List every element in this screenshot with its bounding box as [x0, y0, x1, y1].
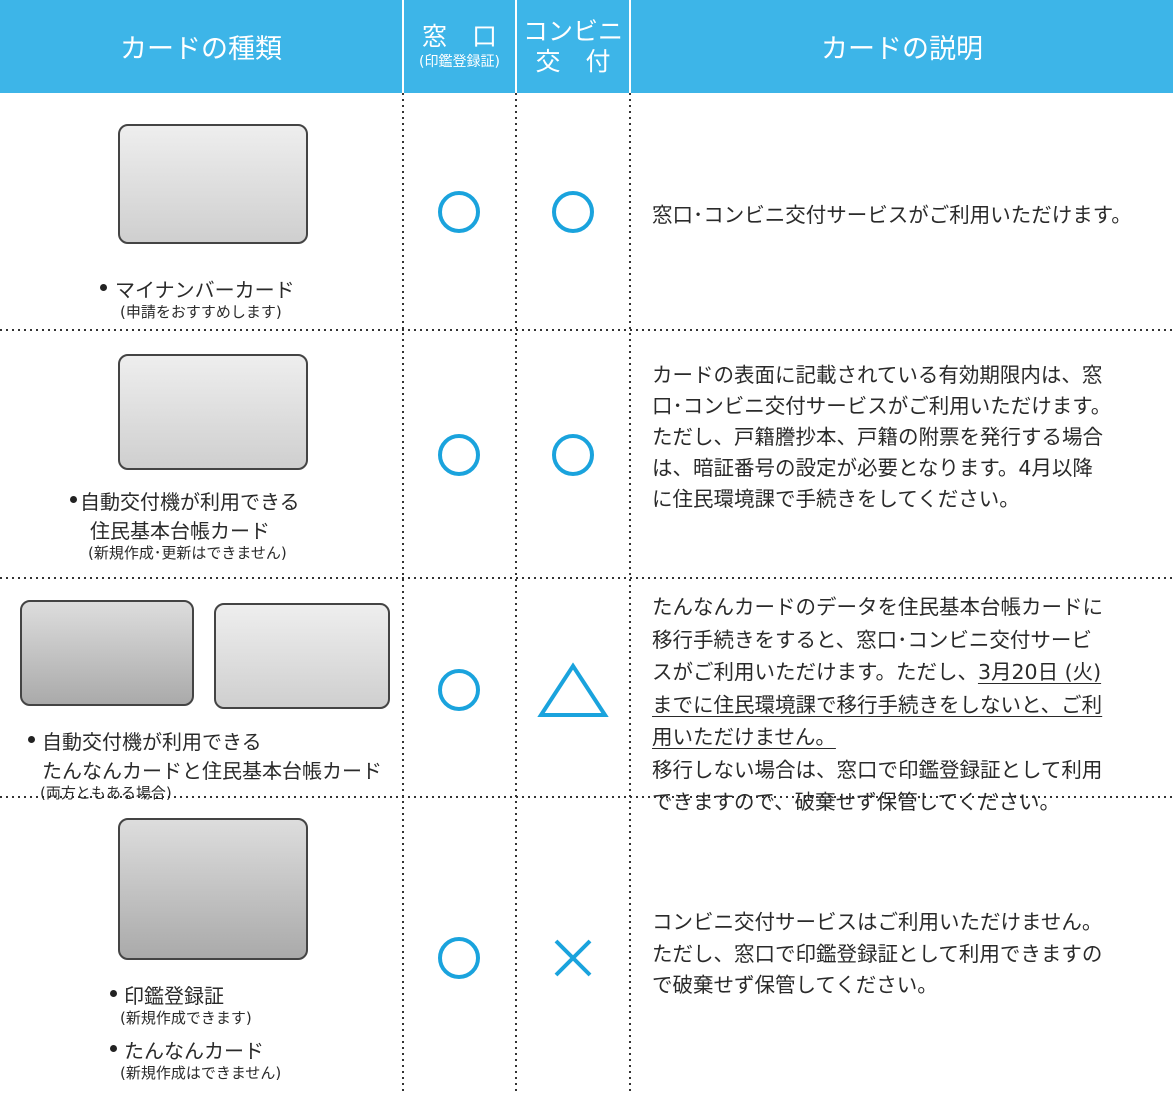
bullet — [100, 284, 107, 291]
triangle-mark — [537, 662, 609, 717]
card-label: マイナンバーカード — [115, 278, 295, 302]
circle-mark — [552, 191, 594, 233]
header-cell: コンビニ交 付 — [517, 0, 629, 93]
bullet — [28, 736, 35, 743]
card-note: (申請をおすすめします) — [120, 303, 282, 321]
cross-mark — [554, 939, 592, 977]
card-label: たんなんカード — [124, 1039, 264, 1063]
card-image — [118, 124, 308, 244]
description-line: カードの表面に記載されている有効期限内は、窓 — [652, 363, 1103, 387]
description-line: ただし、戸籍謄抄本、戸籍の附票を発行する場合 — [652, 425, 1103, 449]
card-note: (両方ともある場合) — [40, 784, 172, 802]
card-image — [214, 603, 390, 709]
card-label: 住民基本台帳カード — [90, 519, 270, 543]
card-image — [20, 600, 194, 706]
header-cell: カードの種類 — [0, 0, 402, 93]
circle-mark — [438, 434, 480, 476]
header-sub: (印鑑登録証) — [419, 53, 500, 70]
bullet — [110, 990, 117, 997]
circle-mark — [438, 937, 480, 979]
circle-mark — [438, 191, 480, 233]
text: スがご利用いただけます。ただし、 — [652, 660, 978, 684]
description-line: 窓口･コンビニ交付サービスがご利用いただけます。 — [652, 203, 1132, 227]
description-line: に住民環境課で手続きをしてください。 — [652, 487, 1020, 511]
card-note: (新規作成はできません) — [120, 1064, 282, 1082]
header-sub: 交 付 — [535, 46, 611, 76]
underlined-text: 用いただけません。 — [652, 725, 836, 749]
card-label: たんなんカードと住民基本台帳カード — [42, 759, 382, 783]
card-label: 自動交付機が利用できる — [80, 490, 300, 514]
underlined-text: 3月20日 (火) — [977, 660, 1102, 684]
card-label: 自動交付機が利用できる — [42, 730, 262, 754]
card-image — [118, 818, 308, 960]
circle-mark — [552, 434, 594, 476]
description-line: 移行手続きをすると、窓口･コンビニ交付サービ — [652, 627, 1092, 652]
header-cell: カードの説明 — [631, 0, 1173, 93]
description-line: は、暗証番号の設定が必要となります。4月以降 — [652, 456, 1093, 480]
description-line: コンビニ交付サービスはご利用いただけません。 — [652, 910, 1103, 934]
description-line: 移行しない場合は、窓口で印鑑登録証として利用 — [652, 757, 1103, 782]
header-text: 窓 口 — [421, 21, 497, 51]
description-line: 口･コンビニ交付サービスがご利用いただけます。 — [652, 394, 1112, 418]
header-text: コンビニ — [522, 16, 623, 46]
header-text: カードの説明 — [821, 34, 983, 65]
description-line: までに住民環境課で移行手続きをしないと、ご利 — [652, 688, 1102, 718]
underlined-text: までに住民環境課で移行手続きをしないと、ご利 — [652, 692, 1103, 717]
description-line: たんなんカードのデータを住民基本台帳カードに — [652, 595, 1103, 619]
bullet — [70, 496, 77, 503]
description-line: できますので、破棄せず保管してください。 — [652, 790, 1060, 814]
description-line: スがご利用いただけます。ただし、3月20日 (火) — [652, 655, 1101, 685]
card-label: 印鑑登録証 — [124, 984, 224, 1008]
description-line: 用いただけません。 — [652, 720, 836, 750]
header-text: カードの種類 — [120, 34, 282, 65]
circle-mark — [438, 669, 480, 711]
description-line: ただし、窓口で印鑑登録証として利用できますの — [652, 941, 1103, 966]
card-note: (新規作成できます) — [120, 1009, 252, 1027]
header-cell: 窓 口 (印鑑登録証) — [404, 0, 515, 93]
card-image — [118, 354, 308, 470]
bullet — [110, 1045, 117, 1052]
description-line: で破棄せず保管してください。 — [652, 973, 938, 997]
card-note: (新規作成･更新はできません) — [88, 544, 287, 562]
